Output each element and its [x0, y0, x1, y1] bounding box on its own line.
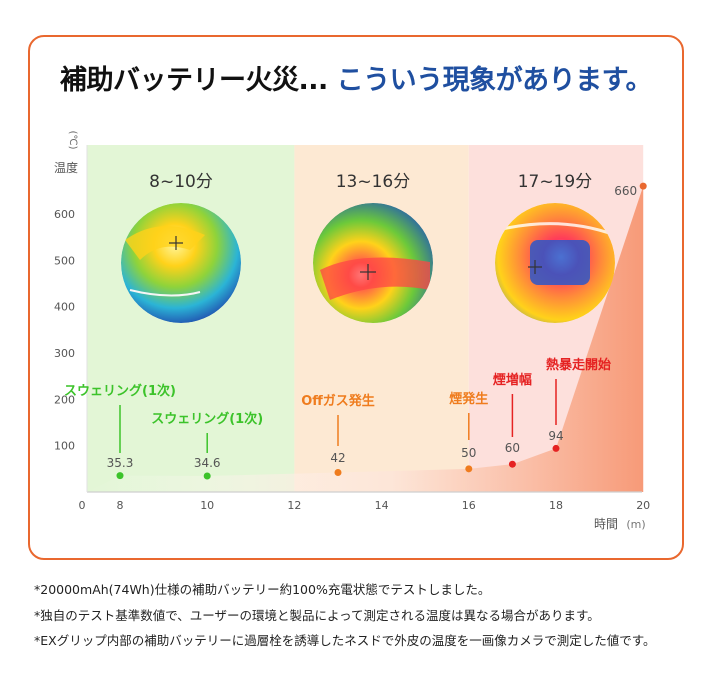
- data-label: 42: [330, 451, 345, 465]
- footnotes: *20000mAh(74Wh)仕様の補助バッテリー約100%充電状態でテストしま…: [34, 577, 704, 654]
- data-label: 35.3: [107, 456, 134, 470]
- data-point: [465, 465, 473, 473]
- data-label: 34.6: [194, 456, 221, 470]
- x-tick-label: 12: [287, 499, 301, 512]
- data-point: [334, 469, 342, 477]
- event-label: Offガス発生: [301, 393, 375, 409]
- phase-label: 8~10分: [149, 172, 213, 192]
- headline: 補助バッテリー火災... こういう現象があります。: [0, 58, 712, 97]
- thermal-image-mid: [313, 203, 433, 323]
- y-axis-label: 温度: [54, 160, 78, 175]
- y-tick-label: 200: [54, 393, 75, 406]
- event-label: 煙増幅: [493, 372, 532, 388]
- x-axis-unit: (m): [626, 518, 645, 531]
- thermal-image-early: [121, 203, 241, 323]
- event-label: 煙発生: [449, 391, 488, 407]
- x-tick-label: 18: [549, 499, 563, 512]
- y-tick-label: 600: [54, 208, 75, 221]
- x-tick-label: 0: [79, 499, 86, 512]
- data-label: 94: [548, 429, 563, 443]
- y-tick-label: 400: [54, 301, 75, 314]
- headline-part2: こういう現象があります。: [336, 65, 653, 96]
- crosshair-icon: [169, 236, 542, 280]
- headline-part1: 補助バッテリー火災...: [60, 65, 337, 96]
- x-tick-label: 14: [375, 499, 389, 512]
- phase-label: 17~19分: [518, 172, 593, 192]
- footnote: *独自のテスト基準数値で、ユーザーの環境と製品によって測定される温度は異なる場合…: [34, 607, 600, 623]
- data-label: 660: [614, 184, 637, 198]
- y-tick-label: 500: [54, 254, 75, 267]
- temperature-area: [87, 186, 644, 492]
- x-tick-label: 10: [200, 499, 214, 512]
- y-axis-unit: (℃): [67, 130, 78, 149]
- phase-label: 13~16分: [336, 172, 411, 192]
- event-label: スウェリング(1次): [64, 383, 176, 399]
- y-tick-label: 100: [54, 440, 75, 453]
- data-point: [552, 444, 560, 452]
- thermal-image-late: [495, 203, 615, 323]
- x-tick-label: 8: [117, 499, 124, 512]
- x-tick-label: 16: [462, 499, 476, 512]
- data-point: [203, 472, 211, 480]
- x-axis-label: 時間: [594, 517, 618, 531]
- x-tick-label: 20: [636, 499, 650, 512]
- data-point: [639, 182, 647, 190]
- data-point: [508, 460, 516, 468]
- data-label: 50: [461, 446, 476, 460]
- event-label: 熱暴走開始: [546, 357, 611, 373]
- event-label: スウェリング(1次): [151, 411, 263, 427]
- y-tick-label: 300: [54, 347, 75, 360]
- footnote: *20000mAh(74Wh)仕様の補助バッテリー約100%充電状態でテストしま…: [34, 582, 491, 597]
- data-point: [116, 472, 124, 480]
- data-label: 60: [505, 441, 520, 455]
- footnote: *EXグリップ内部の補助バッテリーに過層栓を誘導したネスドで外皮の温度を一画像カ…: [34, 633, 656, 648]
